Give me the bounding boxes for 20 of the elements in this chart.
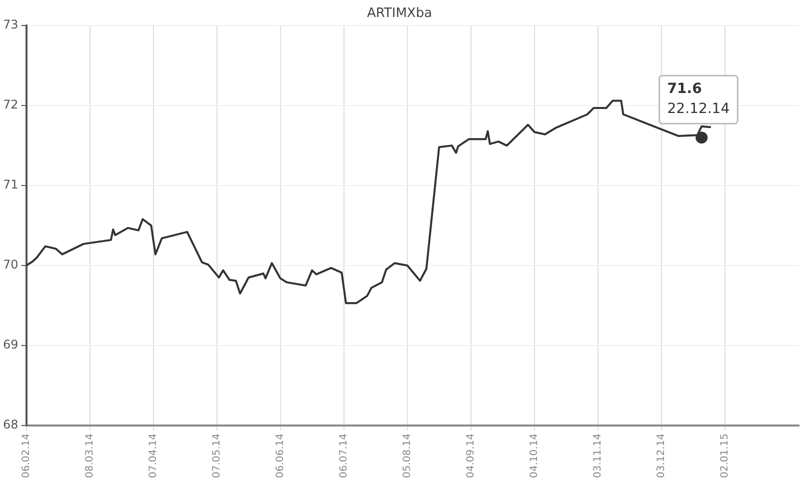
x-tick-label: 07.04.14 (148, 433, 159, 478)
y-tick-label: 69 (2, 338, 18, 352)
x-tick-label: 03.11.14 (592, 433, 604, 478)
x-tick-label: 02.01.15 (719, 433, 730, 478)
x-tick-label: 03.12.14 (656, 433, 667, 478)
x-tick-label: 07.05.14 (211, 433, 222, 478)
x-tick-label: 04.10.14 (528, 433, 540, 478)
y-tick-label: 68 (2, 418, 18, 432)
y-tick-label: 71 (2, 178, 18, 192)
x-tick-label: 06.07.14 (338, 433, 350, 478)
x-tick-label: 06.02.14 (20, 433, 32, 478)
x-tick-label: 04.09.14 (465, 433, 476, 478)
y-tick-label: 73 (2, 18, 18, 32)
x-tick-label: 05.08.14 (402, 433, 413, 478)
y-tick-label: 72 (2, 98, 18, 112)
annotation: 71.6 22.12.14 (667, 81, 730, 118)
x-tick-label: 06.06.14 (274, 433, 286, 478)
chart-title: ARTIMXba (366, 6, 432, 22)
y-tick-label: 70 (2, 258, 18, 272)
x-tick-label: 08.03.14 (84, 433, 96, 478)
